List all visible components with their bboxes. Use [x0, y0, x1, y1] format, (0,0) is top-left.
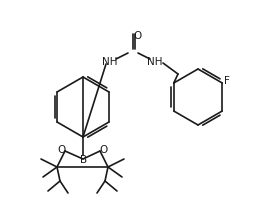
Text: O: O [58, 144, 66, 154]
Text: NH: NH [102, 57, 118, 67]
Text: F: F [224, 76, 230, 86]
Text: O: O [99, 144, 107, 154]
Text: B: B [81, 154, 88, 164]
Text: O: O [134, 31, 142, 41]
Text: NH: NH [147, 57, 163, 67]
